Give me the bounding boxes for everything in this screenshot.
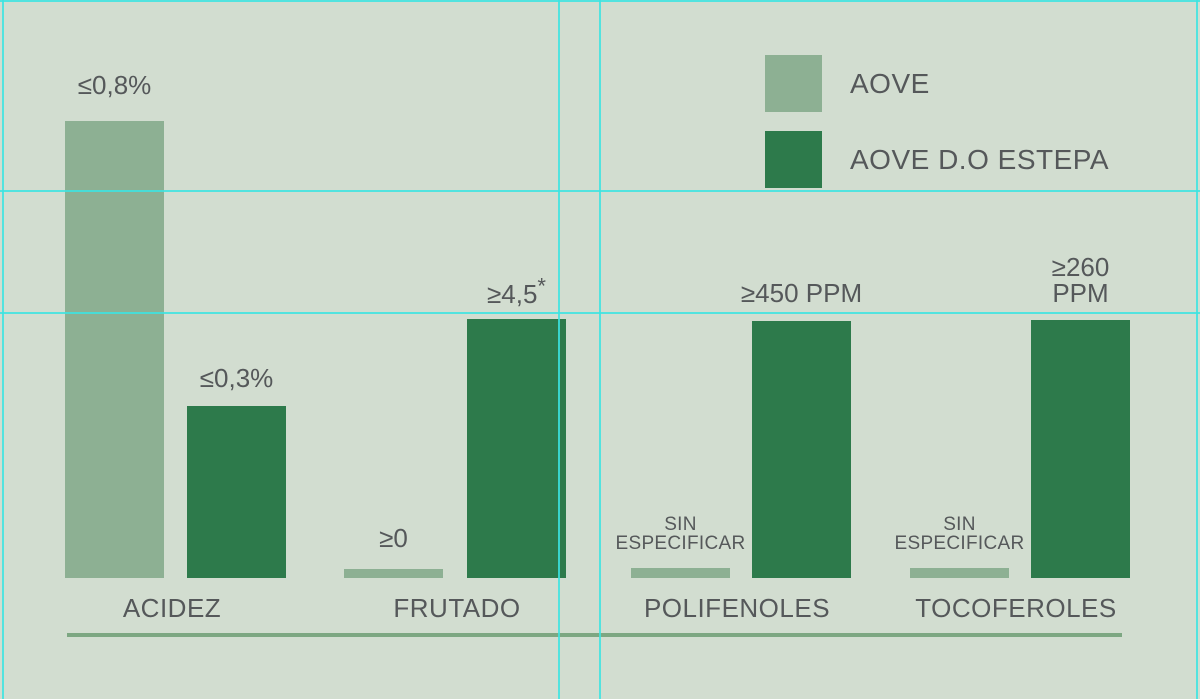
bar-aove-frutado bbox=[344, 569, 443, 578]
bar-estepa-acidez bbox=[187, 406, 286, 578]
bar-aove-acidez bbox=[65, 121, 164, 578]
category-label-frutado: FRUTADO bbox=[393, 593, 521, 623]
legend-label-aove-do-estepa: AOVE D.O ESTEPA bbox=[850, 143, 1110, 175]
legend-swatch-aove bbox=[765, 55, 822, 112]
value-label-estepa-frutado: ≥4,5* bbox=[486, 273, 547, 309]
bar-estepa-polifenoles bbox=[752, 321, 851, 578]
bar-estepa-frutado bbox=[467, 319, 566, 578]
guide-vertical-0 bbox=[2, 0, 4, 699]
value-label-aove-tocoferoles: SIN ESPECIFICAR bbox=[894, 514, 1025, 554]
value-label-estepa-acidez: ≤0,3% bbox=[199, 363, 274, 393]
value-label-aove-acidez: ≤0,8% bbox=[77, 70, 152, 100]
category-label-acidez: ACIDEZ bbox=[122, 593, 222, 623]
value-label-estepa-tocoferoles: ≥260 PPM bbox=[1051, 252, 1110, 308]
value-label-aove-frutado: ≥0 bbox=[379, 523, 408, 553]
baseline-divider bbox=[67, 633, 1122, 637]
guide-vertical-2 bbox=[599, 0, 601, 699]
legend-swatch-aove-do-estepa bbox=[765, 131, 822, 188]
footnote-asterisk: * bbox=[537, 273, 547, 299]
value-label-aove-polifenoles: SIN ESPECIFICAR bbox=[615, 514, 746, 554]
category-label-tocoferoles: TOCOFEROLES bbox=[915, 593, 1117, 623]
value-label-estepa-polifenoles: ≥450 PPM bbox=[740, 278, 863, 308]
category-label-polifenoles: POLIFENOLES bbox=[643, 593, 831, 623]
bar-estepa-tocoferoles bbox=[1031, 320, 1130, 578]
legend-item-aove: AOVE bbox=[765, 55, 930, 112]
legend-label-aove: AOVE bbox=[850, 67, 930, 99]
guide-vertical-1 bbox=[558, 0, 560, 699]
legend-item-aove-do-estepa: AOVE D.O ESTEPA bbox=[765, 131, 1109, 188]
bar-aove-polifenoles bbox=[631, 568, 730, 578]
guide-vertical-3 bbox=[1196, 0, 1198, 699]
bar-aove-tocoferoles bbox=[910, 568, 1009, 578]
